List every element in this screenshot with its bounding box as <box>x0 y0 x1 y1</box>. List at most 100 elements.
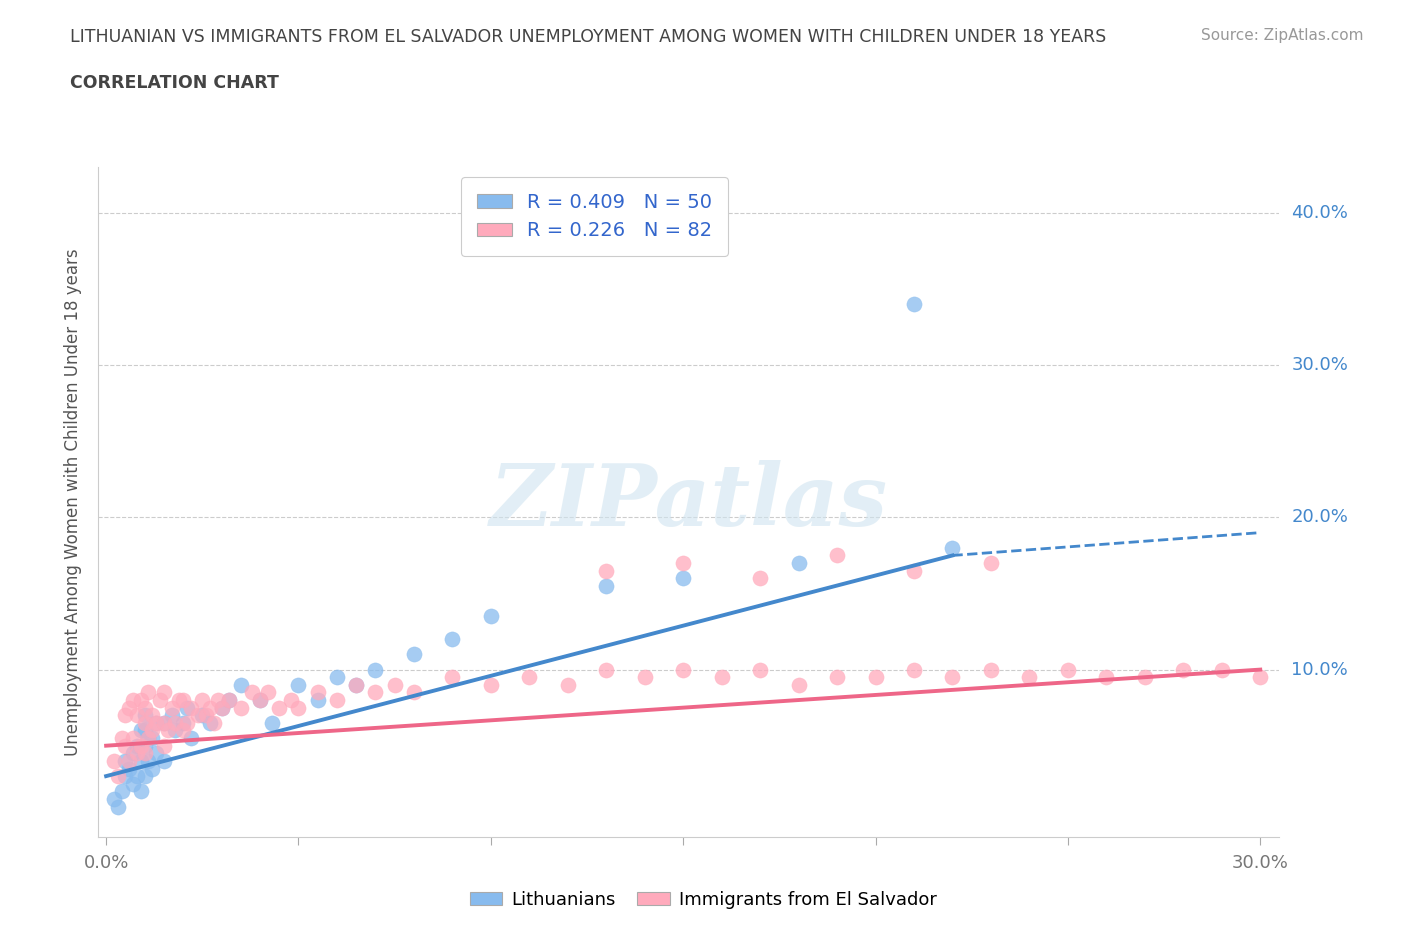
Point <box>145 746 167 761</box>
Text: 30.0%: 30.0% <box>1291 356 1348 374</box>
Point <box>211 700 233 715</box>
Text: LITHUANIAN VS IMMIGRANTS FROM EL SALVADOR UNEMPLOYMENT AMONG WOMEN WITH CHILDREN: LITHUANIAN VS IMMIGRANTS FROM EL SALVADO… <box>70 28 1107 46</box>
Point <box>229 677 252 692</box>
Point <box>218 693 240 708</box>
Text: 30.0%: 30.0% <box>1232 854 1289 871</box>
Point <box>207 693 229 708</box>
Point <box>165 715 187 730</box>
Point <box>249 693 271 708</box>
Point <box>672 662 695 677</box>
Point <box>1249 670 1271 684</box>
Point <box>364 685 387 700</box>
Point <box>441 670 464 684</box>
Point <box>384 677 406 692</box>
Point <box>269 700 291 715</box>
Text: ZIPatlas: ZIPatlas <box>489 460 889 544</box>
Point <box>153 715 176 730</box>
Point <box>903 564 925 578</box>
Y-axis label: Unemployment Among Women with Children Under 18 years: Unemployment Among Women with Children U… <box>65 248 83 756</box>
Point <box>672 571 695 586</box>
Point <box>479 609 502 624</box>
Point <box>172 723 194 737</box>
Point <box>1057 662 1080 677</box>
Point <box>141 723 163 737</box>
Text: CORRELATION CHART: CORRELATION CHART <box>70 74 280 92</box>
Point <box>145 715 167 730</box>
Text: 20.0%: 20.0% <box>1291 509 1348 526</box>
Point <box>180 731 202 746</box>
Point <box>134 715 156 730</box>
Point <box>134 769 156 784</box>
Point <box>114 738 136 753</box>
Point <box>441 631 464 646</box>
Point <box>218 693 240 708</box>
Point <box>103 753 125 768</box>
Point <box>138 753 160 768</box>
Point <box>141 731 163 746</box>
Text: Source: ZipAtlas.com: Source: ZipAtlas.com <box>1201 28 1364 43</box>
Point <box>180 700 202 715</box>
Point <box>344 677 367 692</box>
Point <box>129 723 152 737</box>
Point <box>1095 670 1118 684</box>
Point <box>825 670 848 684</box>
Point <box>129 784 152 799</box>
Point <box>110 784 132 799</box>
Point <box>326 670 349 684</box>
Point <box>198 715 221 730</box>
Point <box>595 578 617 593</box>
Point <box>172 715 194 730</box>
Point <box>287 700 309 715</box>
Point <box>134 700 156 715</box>
Point <box>903 662 925 677</box>
Point <box>287 677 309 692</box>
Point <box>125 769 148 784</box>
Point <box>903 297 925 312</box>
Point <box>595 564 617 578</box>
Point <box>134 746 156 761</box>
Point <box>202 715 225 730</box>
Point <box>134 708 156 723</box>
Point <box>1133 670 1156 684</box>
Point <box>122 693 145 708</box>
Point <box>114 708 136 723</box>
Point <box>634 670 657 684</box>
Point <box>249 693 271 708</box>
Point <box>145 715 167 730</box>
Point <box>114 753 136 768</box>
Point <box>125 746 148 761</box>
Point <box>107 769 129 784</box>
Point <box>141 708 163 723</box>
Point <box>941 670 963 684</box>
Point <box>149 693 172 708</box>
Point <box>517 670 540 684</box>
Point <box>307 693 329 708</box>
Point <box>787 677 810 692</box>
Point <box>198 700 221 715</box>
Point <box>191 693 214 708</box>
Point <box>256 685 278 700</box>
Point <box>122 777 145 791</box>
Point <box>160 708 183 723</box>
Point <box>307 685 329 700</box>
Point <box>165 723 187 737</box>
Point <box>118 753 141 768</box>
Legend: R = 0.409   N = 50, R = 0.226   N = 82: R = 0.409 N = 50, R = 0.226 N = 82 <box>461 177 728 256</box>
Point <box>129 693 152 708</box>
Point <box>114 769 136 784</box>
Point <box>672 555 695 570</box>
Point <box>980 662 1002 677</box>
Point <box>240 685 263 700</box>
Point <box>129 753 152 768</box>
Point <box>402 685 425 700</box>
Point <box>941 540 963 555</box>
Text: 0.0%: 0.0% <box>83 854 129 871</box>
Point <box>153 715 176 730</box>
Point <box>172 693 194 708</box>
Point <box>364 662 387 677</box>
Point <box>141 761 163 776</box>
Legend: Lithuanians, Immigrants from El Salvador: Lithuanians, Immigrants from El Salvador <box>463 884 943 916</box>
Point <box>191 708 214 723</box>
Point <box>865 670 887 684</box>
Point <box>134 738 156 753</box>
